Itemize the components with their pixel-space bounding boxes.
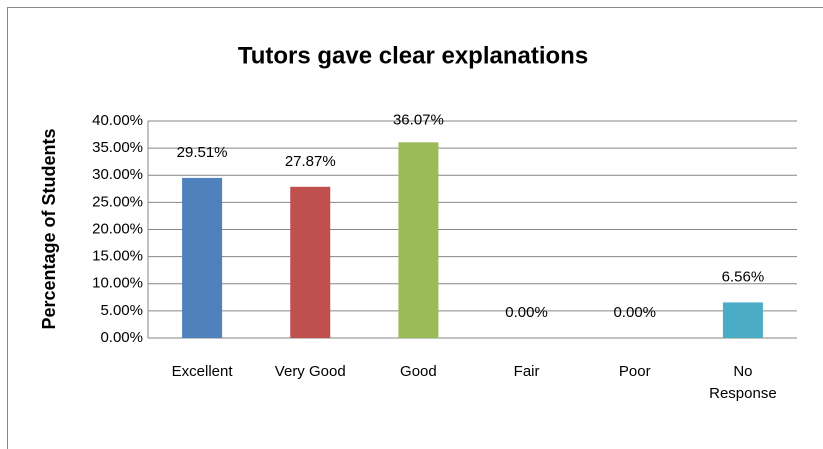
y-tick-label: 10.00% bbox=[92, 275, 143, 292]
x-tick-label: Excellent bbox=[171, 363, 233, 380]
y-tick-label: 35.00% bbox=[92, 139, 143, 156]
value-label: 6.56% bbox=[722, 268, 765, 285]
y-tick-label: 15.00% bbox=[92, 248, 143, 265]
bar bbox=[722, 302, 763, 338]
y-tick-label: 5.00% bbox=[100, 302, 143, 319]
x-tick-label: Poor bbox=[618, 363, 651, 380]
y-tick-label: 30.00% bbox=[92, 166, 143, 183]
value-label: 27.87% bbox=[285, 153, 336, 170]
bar bbox=[182, 177, 223, 338]
value-label: 36.07% bbox=[393, 111, 444, 128]
bar bbox=[290, 186, 331, 338]
value-label: 0.00% bbox=[613, 304, 656, 321]
x-tick-label: No Response bbox=[709, 363, 777, 402]
chart-frame bbox=[7, 7, 823, 449]
chart-title: Tutors gave clear explanations bbox=[238, 42, 588, 69]
y-tick-label: 20.00% bbox=[92, 220, 143, 237]
value-label: 0.00% bbox=[505, 304, 548, 321]
value-label: 29.51% bbox=[177, 144, 228, 161]
x-tick-label: Fair bbox=[513, 363, 540, 380]
y-axis-label: Percentage of Students bbox=[39, 128, 59, 329]
x-tick-label: Very Good bbox=[274, 363, 346, 380]
y-tick-label: 0.00% bbox=[100, 329, 143, 346]
y-tick-label: 25.00% bbox=[92, 193, 143, 210]
bar bbox=[398, 142, 439, 338]
x-tick-label: Good bbox=[400, 363, 437, 380]
y-tick-label: 40.00% bbox=[92, 112, 143, 129]
